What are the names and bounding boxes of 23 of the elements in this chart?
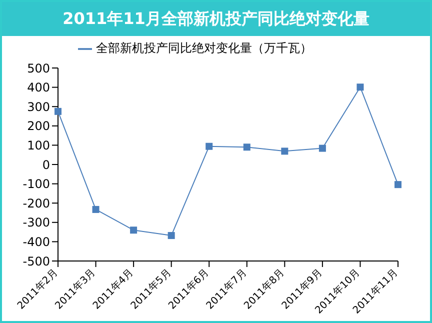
point	[206, 142, 213, 150]
y-tick-label: 500	[27, 61, 50, 76]
y-tick-label: 200	[27, 119, 50, 134]
y-tick-label: -100	[22, 177, 50, 192]
legend-label: 全部新机投产同比绝对变化量（万千瓦）	[96, 41, 312, 55]
chart-title: 2011年11月全部新机投产同比绝对变化量	[2, 2, 430, 36]
point	[243, 144, 250, 151]
y-tick-label: 400	[27, 80, 50, 95]
y-tick-label: -300	[22, 216, 50, 230]
y-tick-label: -500	[22, 254, 50, 268]
y-tick-label: 100	[27, 138, 50, 152]
point	[54, 108, 62, 115]
y-tick-label: -200	[22, 196, 50, 210]
y-tick-label: -400	[22, 234, 50, 249]
point	[356, 84, 364, 91]
point	[281, 148, 288, 155]
y-tick-label: 300	[27, 100, 50, 114]
point	[318, 144, 326, 152]
point	[168, 232, 175, 240]
point	[394, 181, 402, 188]
point	[130, 226, 138, 234]
point	[92, 206, 100, 213]
y-tick-label: 0	[42, 158, 50, 172]
